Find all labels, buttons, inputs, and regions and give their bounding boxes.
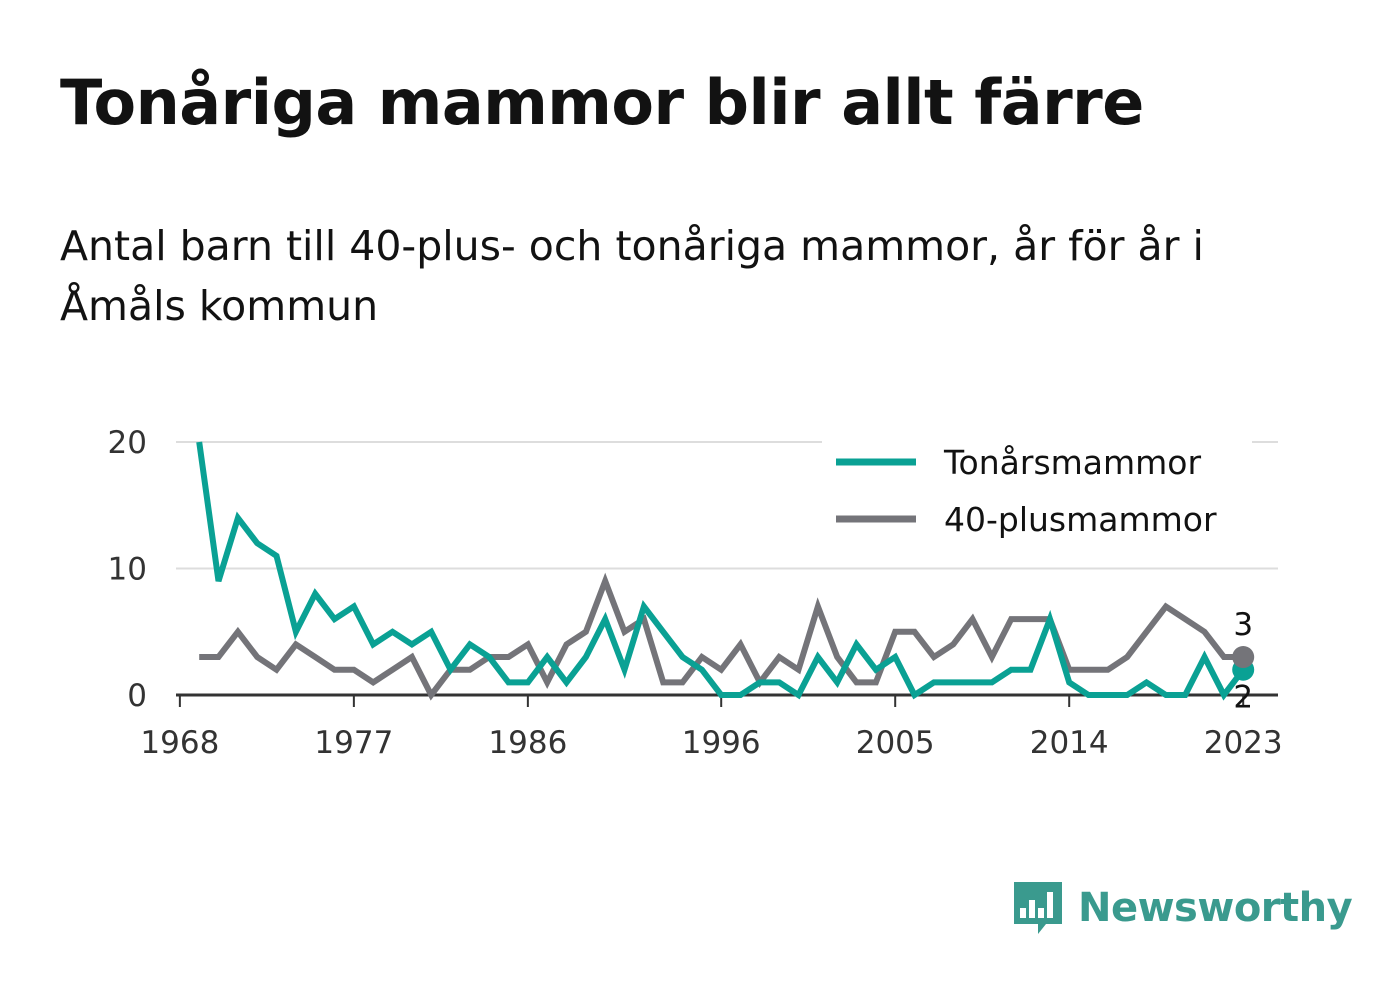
end-point [1232,646,1255,669]
y-tick-label: 0 [127,678,147,714]
x-tick-label: 1996 [682,725,761,761]
newsworthy-icon [1014,882,1062,934]
legend: Tonårsmammor 40-plusmammor [822,436,1252,548]
x-tick-label: 2005 [856,725,935,761]
x-tick-label: 1977 [314,725,393,761]
x-tick-label: 1986 [488,725,567,761]
y-tick-label: 20 [108,425,147,461]
chart-subtitle: Antal barn till 40-plus- och tonåriga ma… [60,222,1204,330]
x-tick-label: 2014 [1030,725,1109,761]
end-label: 2 [1233,680,1253,716]
series-lines [196,441,1246,701]
newsworthy-logo: Newsworthy [1010,878,1353,938]
legend-label: 40-plusmammor [944,500,1217,539]
chart-title: Tonåriga mammor blir allt färre [60,66,1144,139]
y-axis: 0 10 20 [108,425,147,714]
legend-background [822,436,1252,548]
brand-name: Newsworthy [1078,885,1353,931]
x-axis: 1968 1977 1986 1996 2005 2014 2023 [140,693,1283,761]
series-line-tonarsmammor [196,441,1246,701]
y-tick-label: 10 [108,552,147,588]
legend-label: Tonårsmammor [943,443,1201,482]
end-label: 3 [1233,607,1253,643]
x-tick-label: 1968 [140,725,219,761]
series-line-fortyplusmammor [199,572,1244,701]
x-tick-label: 2023 [1204,725,1283,761]
end-points: 23 [1232,607,1255,716]
